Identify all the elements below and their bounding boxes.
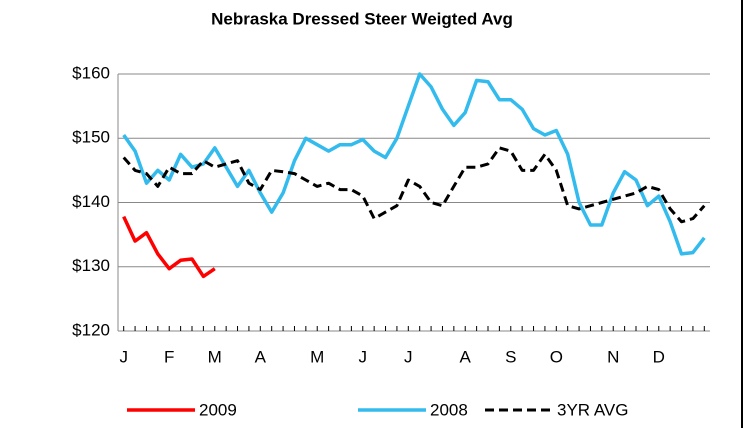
y-tick-label: $140 (72, 192, 110, 211)
x-tick-label: N (607, 347, 619, 366)
legend-label: 2008 (430, 400, 468, 419)
x-tick-label: J (359, 347, 368, 366)
x-tick-label: J (404, 347, 413, 366)
series-line (122, 215, 216, 279)
y-tick-label: $130 (72, 256, 110, 275)
x-tick-label: M (208, 347, 222, 366)
series-line (122, 72, 706, 256)
x-tick-label: A (460, 347, 472, 366)
x-tick-label: D (653, 347, 665, 366)
chart-title: Nebraska Dressed Steer Weigted Avg (211, 9, 513, 28)
x-tick-label: F (164, 347, 174, 366)
legend-label: 3YR AVG (557, 400, 629, 419)
x-tick-label: M (310, 347, 324, 366)
legend-label: 2009 (199, 400, 237, 419)
y-tick-label: $160 (72, 63, 110, 82)
y-tick-label: $150 (72, 128, 110, 147)
x-tick-label: J (119, 347, 128, 366)
x-tick-label: S (505, 347, 516, 366)
x-tick-label: O (550, 347, 563, 366)
y-tick-label: $120 (72, 320, 110, 339)
x-tick-label: A (255, 347, 267, 366)
series-line (122, 146, 706, 224)
